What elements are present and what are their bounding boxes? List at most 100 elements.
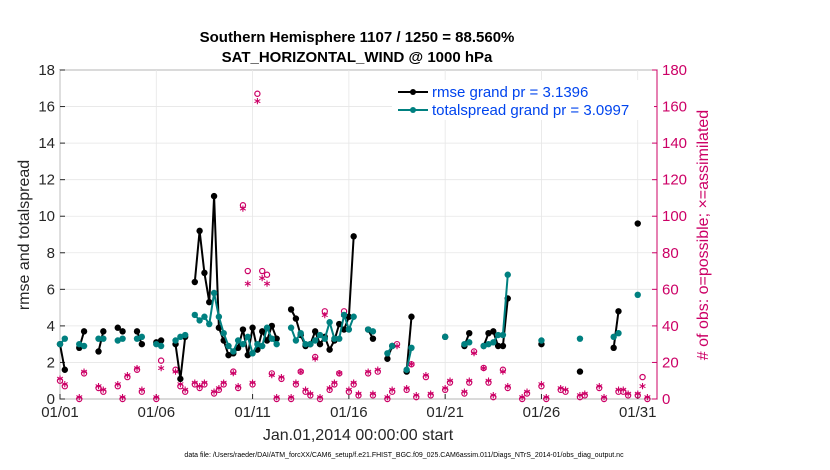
totalspread-point bbox=[153, 340, 160, 348]
legend: rmse grand pr = 3.1396 totalspread grand… bbox=[392, 80, 654, 120]
totalspread-point bbox=[499, 331, 507, 339]
totalspread-point bbox=[316, 331, 324, 339]
obs-possible-marker bbox=[466, 379, 473, 386]
obs-assimilated-marker: * bbox=[639, 382, 646, 397]
y-tick-label: 12 bbox=[38, 172, 55, 189]
obs-assimilated-marker: * bbox=[119, 393, 126, 408]
rmse-point bbox=[263, 337, 271, 344]
obs-assimilated-marker: * bbox=[461, 388, 468, 403]
y-tick-label: 14 bbox=[38, 135, 55, 152]
rmse-point bbox=[466, 330, 473, 337]
obs-possible-marker bbox=[114, 383, 121, 390]
obs-possible-marker bbox=[624, 392, 632, 399]
obs-possible-marker bbox=[80, 370, 88, 377]
rmse-point bbox=[345, 313, 353, 320]
totalspread-point bbox=[61, 335, 69, 342]
obs-assimilated-marker: * bbox=[394, 342, 401, 357]
obs-assimilated-marker: * bbox=[230, 369, 237, 384]
totalspread-point bbox=[403, 366, 410, 373]
rmse-point bbox=[287, 306, 295, 313]
rmse-point bbox=[615, 308, 622, 315]
obs-assimilated-marker: * bbox=[254, 97, 261, 112]
obs-assimilated-marker: * bbox=[480, 364, 487, 379]
series-lines bbox=[56, 192, 641, 383]
obs-possible-marker bbox=[278, 375, 285, 383]
obs-assimilated-marker: * bbox=[244, 280, 251, 295]
x-axis-label: Jan.01,2014 00:00:00 start bbox=[263, 427, 454, 444]
obs-possible-marker bbox=[230, 368, 237, 375]
obs-possible-marker bbox=[273, 395, 280, 403]
rmse-point bbox=[311, 328, 319, 335]
obs-assimilated-marker: * bbox=[182, 386, 189, 401]
totalspread-point bbox=[297, 330, 304, 337]
totalspread-point bbox=[95, 335, 102, 342]
totalspread-point bbox=[490, 339, 497, 346]
legend-marker-rmse bbox=[410, 89, 416, 95]
totalspread-point bbox=[336, 335, 343, 342]
rmse-point bbox=[201, 269, 208, 277]
rmse-point bbox=[196, 227, 203, 235]
x-tick-label: 01/16 bbox=[330, 404, 368, 421]
totalspread-point bbox=[172, 337, 179, 344]
obs-possible-marker bbox=[374, 368, 381, 375]
y2-tick-label: 180 bbox=[662, 62, 687, 79]
totalspread-point bbox=[100, 335, 107, 342]
obs-assimilated-marker: * bbox=[273, 393, 280, 408]
obs-assimilated-marker: * bbox=[95, 382, 102, 397]
obs-possible-marker bbox=[177, 383, 184, 390]
obs-assimilated-marker: * bbox=[240, 205, 247, 220]
rmse-point bbox=[215, 324, 223, 331]
totalspread-point bbox=[340, 311, 348, 319]
obs-assimilated-marker: * bbox=[471, 349, 478, 364]
obs-possible-marker bbox=[196, 384, 203, 392]
totalspread-point bbox=[615, 330, 622, 337]
obs-assimilated-marker: * bbox=[61, 380, 68, 395]
rmse-point bbox=[244, 351, 251, 359]
legend-label-totalspread: totalspread grand pr = 3.0997 bbox=[432, 102, 629, 119]
obs-possible-marker bbox=[244, 267, 251, 275]
rmse-point bbox=[610, 344, 617, 352]
y-tick-label: 10 bbox=[38, 208, 55, 225]
obs-assimilated-marker: * bbox=[278, 373, 285, 388]
totalspread-point bbox=[191, 311, 199, 319]
obs-possible-marker bbox=[480, 364, 487, 372]
obs-assimilated-marker: * bbox=[427, 389, 434, 404]
rmse-line-segment bbox=[97, 331, 105, 352]
obs-assimilated-marker: * bbox=[422, 371, 429, 386]
obs-assimilated-marker: * bbox=[134, 364, 141, 379]
y2-tick-label: 160 bbox=[662, 99, 687, 116]
obs-possible-marker bbox=[191, 381, 199, 388]
obs-assimilated-marker: * bbox=[215, 384, 222, 399]
obs-possible-marker bbox=[639, 373, 646, 381]
obs-assimilated-marker: * bbox=[264, 280, 271, 295]
obs-assimilated-marker: * bbox=[317, 393, 324, 408]
y2-tick-label: 0 bbox=[662, 391, 670, 408]
y-tick-label: 16 bbox=[38, 99, 55, 116]
y2-tick-label: 60 bbox=[662, 281, 679, 298]
obs-possible-marker bbox=[234, 384, 242, 392]
legend-marker-totalspread bbox=[410, 107, 416, 113]
obs-assimilated-marker: * bbox=[490, 391, 497, 406]
rmse-point bbox=[133, 328, 141, 335]
y2-tick-label: 120 bbox=[662, 172, 687, 189]
chart-subtitle: SAT_HORIZONTAL_WIND @ 1000 hPa bbox=[222, 49, 493, 66]
obs-possible-marker bbox=[620, 388, 627, 395]
obs-possible-marker bbox=[302, 388, 309, 395]
obs-possible-marker bbox=[311, 353, 319, 361]
rmse-point bbox=[369, 335, 377, 342]
obs-assimilated-marker: * bbox=[413, 391, 420, 406]
y-axis-ticks: 0 2 4 6 8 10 12 14 16 18 bbox=[38, 62, 65, 408]
rmse-point bbox=[191, 278, 199, 286]
rmse-point bbox=[206, 298, 213, 306]
totalspread-point bbox=[157, 342, 165, 350]
obs-assimilated-marker: * bbox=[196, 382, 203, 397]
totalspread-point bbox=[307, 340, 314, 348]
rmse-point bbox=[494, 342, 502, 350]
obs-possible-marker bbox=[543, 395, 550, 403]
totalspread-point bbox=[201, 313, 208, 320]
obs-assimilated-marker: * bbox=[625, 389, 632, 404]
obs-assimilated-marker: * bbox=[177, 380, 184, 395]
rmse-point bbox=[100, 328, 107, 335]
obs-possible-marker bbox=[384, 395, 391, 403]
